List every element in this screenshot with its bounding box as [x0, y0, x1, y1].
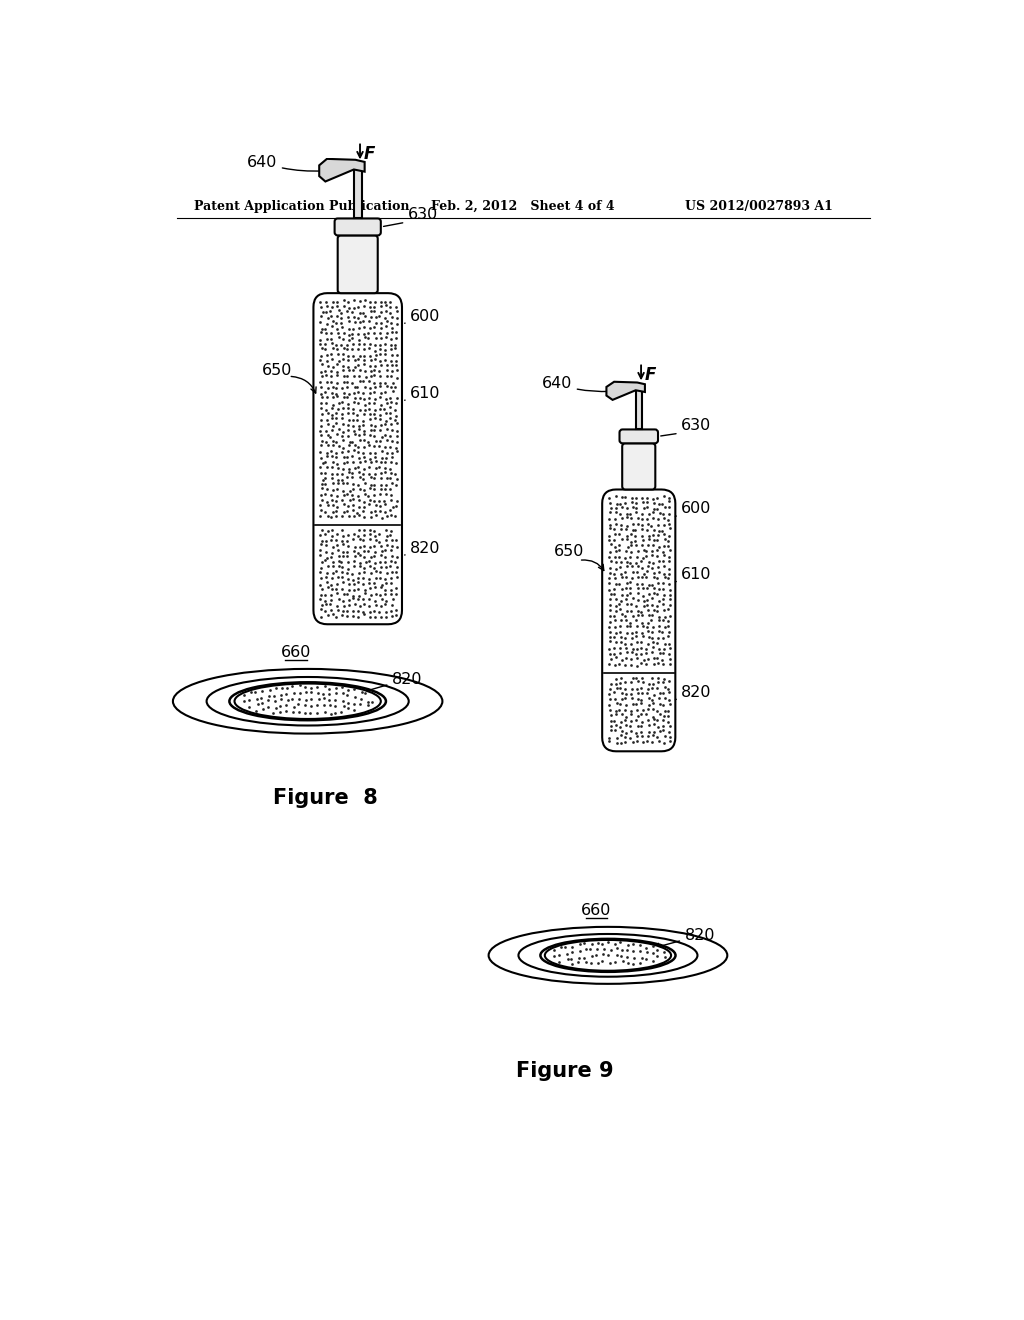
- Text: 640: 640: [542, 376, 610, 392]
- Text: 600: 600: [681, 502, 712, 516]
- Text: 630: 630: [408, 207, 438, 222]
- Text: F: F: [645, 367, 656, 384]
- Text: 610: 610: [681, 566, 712, 582]
- FancyBboxPatch shape: [620, 429, 658, 444]
- Text: 820: 820: [410, 540, 440, 556]
- Text: Figure 9: Figure 9: [515, 1061, 613, 1081]
- FancyBboxPatch shape: [335, 218, 381, 235]
- Text: 820: 820: [653, 928, 716, 949]
- Text: 820: 820: [359, 672, 423, 694]
- Text: US 2012/0027893 A1: US 2012/0027893 A1: [685, 199, 833, 213]
- FancyBboxPatch shape: [602, 490, 676, 751]
- Ellipse shape: [173, 669, 442, 734]
- FancyBboxPatch shape: [313, 293, 402, 624]
- Polygon shape: [319, 158, 365, 181]
- FancyBboxPatch shape: [623, 444, 655, 490]
- Ellipse shape: [488, 927, 727, 983]
- Polygon shape: [606, 381, 645, 400]
- Text: 650: 650: [554, 544, 585, 558]
- Ellipse shape: [234, 684, 381, 719]
- Text: 650: 650: [261, 363, 292, 378]
- Text: Feb. 2, 2012   Sheet 4 of 4: Feb. 2, 2012 Sheet 4 of 4: [431, 199, 614, 213]
- Ellipse shape: [207, 677, 409, 726]
- Text: Patent Application Publication: Patent Application Publication: [194, 199, 410, 213]
- Text: 660: 660: [582, 903, 611, 917]
- FancyBboxPatch shape: [338, 235, 378, 293]
- Text: 630: 630: [681, 418, 712, 433]
- Text: 660: 660: [281, 644, 311, 660]
- Ellipse shape: [229, 682, 386, 721]
- Text: 820: 820: [681, 685, 712, 700]
- Text: 600: 600: [410, 309, 440, 323]
- Text: Figure  8: Figure 8: [273, 788, 378, 808]
- Bar: [636, 389, 642, 429]
- Text: 640: 640: [247, 154, 323, 172]
- Ellipse shape: [518, 935, 697, 977]
- Text: F: F: [364, 145, 375, 164]
- Text: 610: 610: [410, 385, 440, 401]
- Bar: [354, 169, 361, 218]
- Ellipse shape: [545, 940, 671, 970]
- Ellipse shape: [541, 939, 676, 972]
